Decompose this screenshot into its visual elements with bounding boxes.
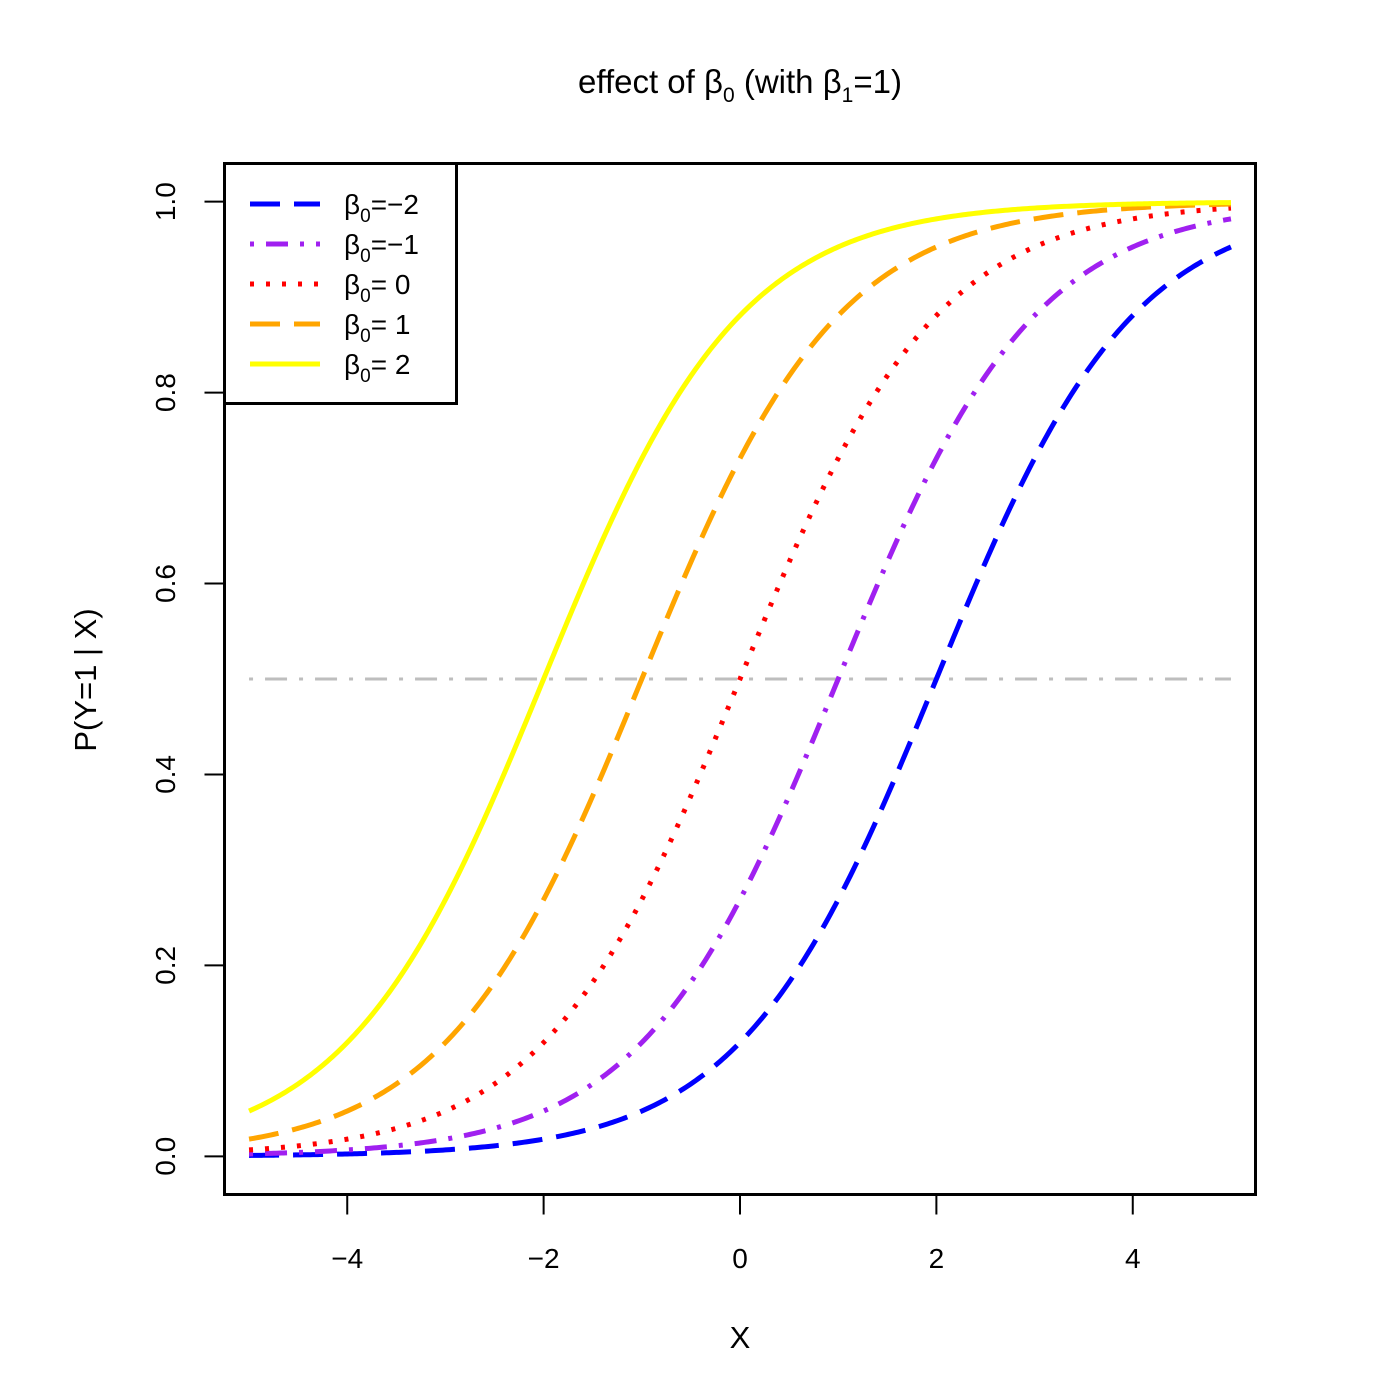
title-beta0-subscript: 0 (723, 84, 735, 107)
y-tick-label: 0.2 (150, 946, 181, 985)
y-tick-label: 1.0 (150, 182, 181, 221)
y-axis: 0.0 0.2 0.4 0.6 0.8 1.0 (150, 182, 226, 1176)
legend-label-1: β0=−1 (344, 229, 419, 267)
x-tick-label: −4 (331, 1243, 363, 1274)
y-tick-label: 0.8 (150, 373, 181, 412)
title-middle: (with (735, 63, 823, 100)
x-axis: −4 −2 0 2 4 (331, 1193, 1141, 1274)
y-axis-title: P(Y=1 | X) (68, 608, 103, 751)
x-tick-label: −2 (528, 1243, 560, 1274)
series-line-beta0-4 (248, 200, 1231, 1114)
x-tick-label: 2 (929, 1243, 945, 1274)
legend-box (223, 162, 458, 405)
title-suffix: =1) (853, 63, 902, 100)
y-tick-label: 0.0 (150, 1137, 181, 1176)
y-tick-label: 0.6 (150, 564, 181, 603)
legend-label-3: β0= 1 (344, 309, 410, 347)
legend-label-2: β0= 0 (344, 269, 410, 307)
title-beta1-subscript: 1 (842, 84, 854, 107)
y-tick-label: 0.4 (150, 755, 181, 794)
x-axis-title: X (730, 1320, 751, 1355)
title-beta1-symbol: β (823, 63, 842, 100)
legend-label-0: β0=−2 (344, 189, 419, 227)
x-tick-label: 0 (732, 1243, 748, 1274)
title-beta0-symbol: β (704, 63, 723, 100)
legend-label-4: β0= 2 (344, 349, 410, 387)
series-line-beta0-3 (248, 201, 1232, 1142)
legend: β0=−2β0=−1β0= 0β0= 1β0= 2 (223, 162, 458, 405)
title-prefix: effect of (578, 63, 704, 100)
x-tick-label: 4 (1125, 1243, 1141, 1274)
series-line-beta0-0 (249, 244, 1232, 1158)
series-line-beta0-2 (248, 205, 1232, 1153)
chart-title: effect of β0 (with β1=1) (578, 63, 902, 107)
plot-area (248, 200, 1232, 1158)
